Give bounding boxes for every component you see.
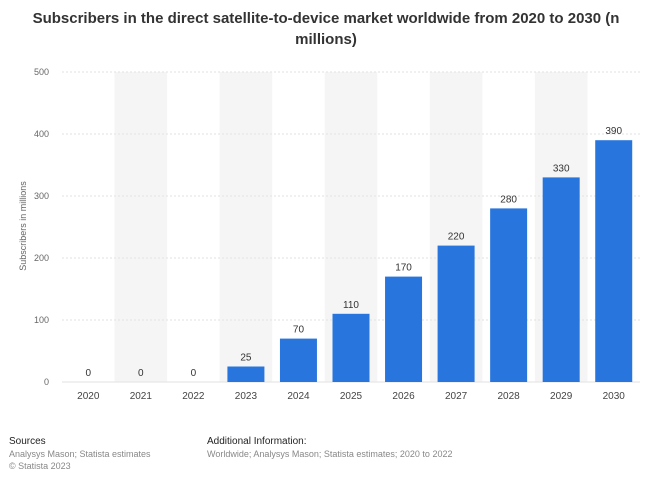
x-tick-label: 2023 xyxy=(235,391,258,402)
data-label: 25 xyxy=(240,353,252,364)
bar-2030 xyxy=(595,140,633,382)
data-label: 0 xyxy=(191,368,197,379)
data-label: 110 xyxy=(343,300,359,311)
y-axis-label: Subscribers in millions xyxy=(18,181,28,271)
data-label: 390 xyxy=(605,126,622,137)
data-label: 170 xyxy=(395,263,412,274)
bar-2029 xyxy=(542,177,580,382)
bars xyxy=(227,140,633,382)
x-tick-label: 2024 xyxy=(287,391,310,402)
bar-chart: 0 100 200 300 400 500 0 0 0 25 70 110 170 220 280 330 3… xyxy=(18,67,640,402)
data-label: 70 xyxy=(293,325,305,336)
bar-2025 xyxy=(332,313,370,382)
data-label: 280 xyxy=(500,194,517,205)
x-tick-label: 2021 xyxy=(130,391,153,402)
bar-2026 xyxy=(385,276,423,382)
x-tick-label: 2030 xyxy=(603,391,626,402)
bar-2023 xyxy=(227,366,265,382)
x-tick-label: 2028 xyxy=(498,391,521,402)
x-tick-label: 2026 xyxy=(392,391,415,402)
sources-block: Sources Analysys Mason; Statista estimat… xyxy=(9,436,151,472)
background-band xyxy=(219,72,273,382)
x-tick-label: 2025 xyxy=(340,391,363,402)
y-tick-label: 200 xyxy=(34,253,49,263)
chart-title: Subscribers in the direct satellite-to-d… xyxy=(32,10,620,48)
y-tick-label: 500 xyxy=(34,67,49,77)
sources-text: Analysys Mason; Statista estimates xyxy=(9,449,151,459)
y-tick-label: 0 xyxy=(44,377,49,387)
x-tick-label: 2027 xyxy=(445,391,468,402)
data-label: 0 xyxy=(138,368,144,379)
x-axis-ticks: 2020 2021 2022 2023 2024 2025 2026 2027 2028 2029… xyxy=(77,391,625,402)
y-axis-ticks: 0 100 200 300 400 500 xyxy=(34,67,49,387)
bar-2024 xyxy=(279,338,317,382)
copyright-text: © Statista 2023 xyxy=(9,461,71,471)
x-tick-label: 2029 xyxy=(550,391,573,402)
additional-info-block: Additional Information: Worldwide; Analy… xyxy=(207,436,452,460)
y-tick-label: 100 xyxy=(34,315,49,325)
x-tick-label: 2020 xyxy=(77,391,100,402)
data-label: 0 xyxy=(85,368,91,379)
data-labels: 0 0 0 25 70 110 170 220 280 330 390 xyxy=(85,126,622,379)
bar-2027 xyxy=(437,245,475,382)
bar-2028 xyxy=(490,208,528,382)
sources-heading: Sources xyxy=(9,436,46,447)
additional-info-text: Worldwide; Analysys Mason; Statista esti… xyxy=(207,449,453,459)
x-tick-label: 2022 xyxy=(182,391,205,402)
background-band xyxy=(114,72,168,382)
additional-info-heading: Additional Information: xyxy=(207,436,307,447)
y-tick-label: 400 xyxy=(34,129,49,139)
data-label: 330 xyxy=(553,163,570,174)
y-tick-label: 300 xyxy=(34,191,49,201)
data-label: 220 xyxy=(448,232,465,243)
footer: Sources Analysys Mason; Statista estimat… xyxy=(0,436,652,495)
